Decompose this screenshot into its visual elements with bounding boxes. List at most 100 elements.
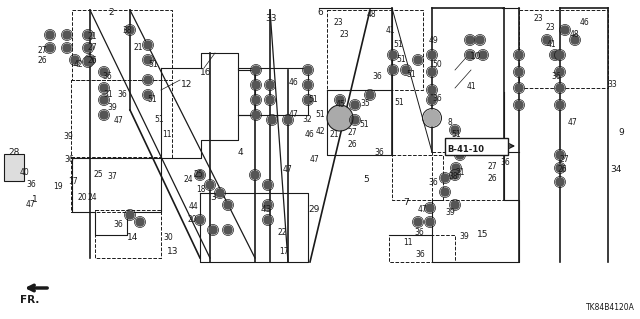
Circle shape [428,86,436,94]
Text: 26: 26 [558,165,568,174]
Circle shape [414,56,422,64]
Circle shape [144,91,152,99]
Text: 41: 41 [467,82,477,91]
Circle shape [389,51,397,59]
Text: 4: 4 [238,148,244,157]
Text: 33: 33 [607,80,617,89]
Text: 13: 13 [167,247,179,256]
Text: 27: 27 [347,128,356,137]
Text: 10: 10 [470,52,481,61]
Circle shape [515,84,523,92]
Text: 47: 47 [283,165,292,174]
Text: 8: 8 [447,118,452,127]
Circle shape [556,51,564,59]
Text: 28: 28 [8,148,19,157]
Text: 38: 38 [448,172,458,181]
Text: 23: 23 [333,18,342,27]
Bar [71,157,161,212]
Circle shape [351,101,359,109]
Text: 21: 21 [88,32,97,41]
Bar [432,152,504,200]
Circle shape [543,36,551,44]
Text: 26: 26 [88,56,98,65]
Text: 51: 51 [393,40,403,49]
Circle shape [428,68,436,76]
Text: 47: 47 [310,155,320,164]
Circle shape [556,178,564,186]
Text: 25: 25 [193,170,203,179]
Text: 25: 25 [94,170,104,179]
Text: 36: 36 [117,90,127,99]
FancyBboxPatch shape [445,137,508,154]
Circle shape [336,96,344,104]
Text: 24: 24 [183,175,193,184]
Circle shape [63,44,71,52]
Circle shape [100,96,108,104]
Text: 30: 30 [163,233,173,242]
Bar [389,235,455,262]
Circle shape [556,84,564,92]
Bar [392,155,443,200]
Circle shape [84,44,92,52]
Circle shape [266,96,274,104]
Text: 2: 2 [108,8,114,17]
Circle shape [144,76,152,84]
FancyBboxPatch shape [4,154,24,181]
Text: 36: 36 [428,178,438,187]
Circle shape [556,101,564,109]
Text: 27: 27 [560,155,570,164]
Text: 51: 51 [315,110,324,119]
Circle shape [209,226,217,234]
Circle shape [268,116,276,124]
Circle shape [304,96,312,104]
Text: 36: 36 [551,72,561,81]
Circle shape [86,56,94,64]
Text: 16: 16 [200,68,211,77]
Text: FR.: FR. [20,295,40,305]
Circle shape [144,41,152,49]
Circle shape [224,201,232,209]
Text: 21: 21 [330,130,339,139]
Circle shape [328,106,352,130]
Circle shape [100,68,108,76]
Circle shape [428,96,436,104]
Circle shape [100,111,108,119]
Text: 49: 49 [429,36,439,45]
Text: 1: 1 [32,195,38,204]
Text: 31: 31 [103,90,113,99]
Text: 36: 36 [414,228,424,237]
Text: 51: 51 [451,130,461,139]
Text: 18: 18 [196,185,205,194]
Text: 26: 26 [37,56,47,65]
Text: 23: 23 [545,23,555,32]
Text: 51: 51 [154,115,164,124]
Circle shape [476,36,484,44]
Circle shape [515,101,523,109]
Text: 36: 36 [415,250,425,259]
Text: 36: 36 [432,94,442,103]
Circle shape [206,181,214,189]
Circle shape [84,31,92,39]
Text: 41: 41 [386,26,396,35]
Text: 19: 19 [53,182,63,191]
Text: 48: 48 [570,30,580,39]
Text: 23: 23 [340,30,349,39]
Circle shape [46,44,54,52]
Circle shape [451,201,459,209]
Circle shape [451,171,459,179]
Circle shape [428,51,436,59]
Text: 22: 22 [278,228,287,237]
Circle shape [252,81,260,89]
Circle shape [556,164,564,172]
Text: 36: 36 [372,72,381,81]
Circle shape [479,51,487,59]
Text: 51: 51 [308,95,317,104]
Bar [71,80,172,158]
Circle shape [264,216,272,224]
Text: 47: 47 [418,205,428,214]
Text: 29: 29 [308,205,319,214]
Text: 39: 39 [63,132,73,141]
Text: 47: 47 [289,110,299,119]
Circle shape [414,218,422,226]
Text: 36: 36 [500,158,509,167]
